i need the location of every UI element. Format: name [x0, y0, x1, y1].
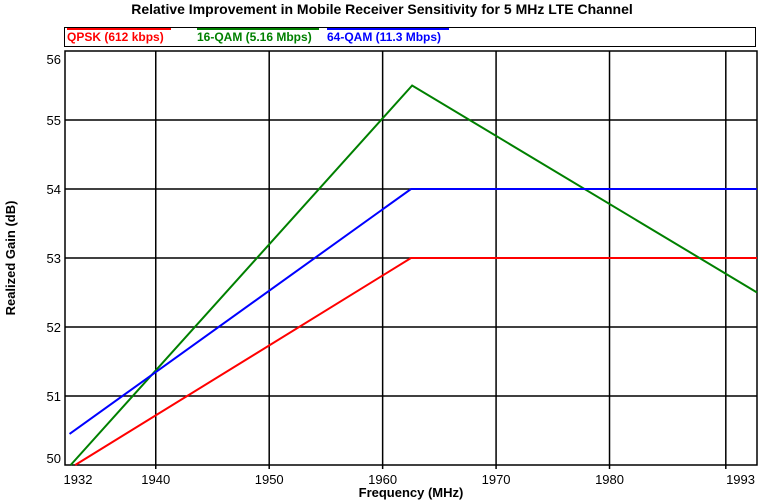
y-tick-label: 54 [47, 182, 61, 197]
x-tick-label: 1932 [64, 472, 93, 487]
legend-swatch [327, 28, 449, 30]
chart-title: Relative Improvement in Mobile Receiver … [131, 1, 633, 17]
legend-label: QPSK (612 kbps) [67, 30, 164, 44]
x-tick-label: 1960 [368, 472, 397, 487]
legend-item-64qam: 64-QAM (11.3 Mbps) [327, 28, 449, 46]
y-tick-label: 53 [47, 251, 61, 266]
y-tick-label: 52 [47, 320, 61, 335]
legend-swatch [197, 28, 319, 30]
y-tick-label: 56 [47, 52, 61, 67]
legend-swatch [67, 28, 171, 30]
x-tick-label: 1993 [726, 472, 755, 487]
legend-item-16qam: 16-QAM (5.16 Mbps) [197, 28, 319, 46]
legend-label: 16-QAM (5.16 Mbps) [197, 30, 312, 44]
y-tick-label: 50 [47, 451, 61, 466]
y-tick-label: 51 [47, 389, 61, 404]
series-line-2 [68, 188, 757, 435]
x-tick-label: 1940 [141, 472, 170, 487]
legend-item-qpsk: QPSK (612 kbps) [67, 28, 171, 46]
x-tick-label: 1970 [482, 472, 511, 487]
x-axis-label: Frequency (MHz) [359, 485, 464, 500]
x-tick-label: 1950 [255, 472, 284, 487]
y-tick-label: 55 [47, 113, 61, 128]
x-tick-label: 1980 [595, 472, 624, 487]
series-line-1 [69, 84, 758, 466]
legend: QPSK (612 kbps) 16-QAM (5.16 Mbps) 64-QA… [64, 27, 756, 47]
series-line-0 [74, 257, 757, 466]
y-axis-label: Realized Gain (dB) [3, 201, 18, 316]
legend-label: 64-QAM (11.3 Mbps) [327, 30, 442, 44]
